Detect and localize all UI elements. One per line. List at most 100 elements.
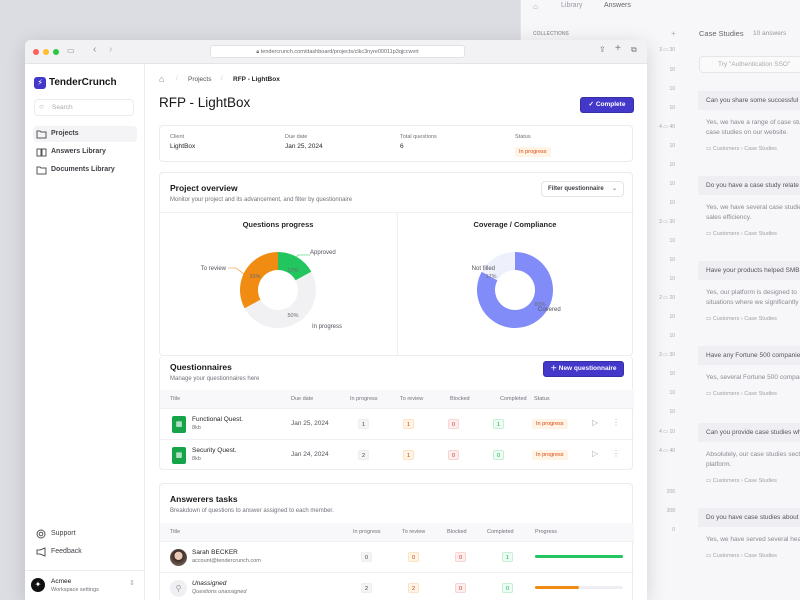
progress-fill xyxy=(535,555,623,558)
sidebar-item-documents-library[interactable]: Documents Library xyxy=(33,162,137,178)
to-review-count: 1 xyxy=(403,419,414,429)
to-review-count: 0 xyxy=(408,552,419,562)
nav-answers[interactable]: Answers xyxy=(604,2,631,9)
sidebar-toggle-icon[interactable]: ▭ xyxy=(67,46,75,55)
filter-questionnaire-dropdown[interactable]: Filter questionnaire ⌄ xyxy=(541,181,624,197)
answer-card[interactable]: Have any Fortune 500 companie Yes, severa… xyxy=(698,346,800,397)
collection-search-input[interactable]: Try "Authentication SSO" xyxy=(699,56,800,73)
sidebar-item-support[interactable]: Support xyxy=(33,526,137,542)
column-header[interactable]: Completed xyxy=(487,529,514,535)
questionnaire-name[interactable]: Security Quest. xyxy=(192,447,237,454)
forward-icon[interactable]: › xyxy=(109,44,113,55)
sidebar-item-answers-library[interactable]: Answers Library xyxy=(33,144,137,160)
questionnaire-name[interactable]: Functional Quest. xyxy=(192,416,243,423)
sidebar-item-projects[interactable]: Projects xyxy=(33,126,137,142)
column-header[interactable]: To review xyxy=(402,529,426,535)
column-header[interactable]: Title xyxy=(170,529,181,535)
collection-count: 4 ▭ 10 xyxy=(659,429,675,435)
donut-segment-approved[interactable] xyxy=(278,252,312,281)
collection-count: 2 ▭ 20 xyxy=(659,295,675,301)
column-header[interactable]: Due date xyxy=(291,396,314,402)
column-header[interactable]: Status xyxy=(534,396,550,402)
summary-field: Due date Jan 25, 2024 xyxy=(285,134,323,150)
column-header[interactable]: In progress xyxy=(353,529,381,535)
minimize-window-button[interactable] xyxy=(43,49,49,55)
answer-card[interactable]: Have your products helped SMB Yes, our pl… xyxy=(698,261,800,322)
share-icon[interactable]: ⇪ xyxy=(599,45,606,54)
breadcrumb-projects[interactable]: Projects xyxy=(188,76,212,83)
page-title: RFP - LightBox xyxy=(159,95,251,110)
column-header[interactable]: Title xyxy=(170,396,181,402)
close-window-button[interactable] xyxy=(33,49,39,55)
completed-count: 1 xyxy=(502,552,513,562)
play-icon[interactable]: ▷ xyxy=(592,418,599,427)
back-icon[interactable]: ‹ xyxy=(93,44,97,55)
donut-segment-not-filled[interactable] xyxy=(481,252,515,281)
status-badge: In progress xyxy=(532,419,568,429)
donut-segment-covered[interactable] xyxy=(477,252,553,328)
more-options-icon[interactable]: ⋮ xyxy=(612,449,620,458)
table-row[interactable]: ⚲ Unassigned Questions unassigned 2 2 0 0 xyxy=(160,572,634,600)
add-icon[interactable]: + xyxy=(671,29,676,38)
search-placeholder: Try "Authentication SSO" xyxy=(718,61,791,68)
overview-subtitle: Monitor your project and its advancement… xyxy=(170,197,353,203)
answer-question: Have any Fortune 500 companie xyxy=(698,346,800,365)
answer-question: Can you provide case studies wh xyxy=(698,423,800,442)
folder-icon: ▭ xyxy=(706,390,713,397)
workspace-settings-link[interactable]: Workspace settings xyxy=(51,587,99,593)
chevron-up-down-icon[interactable]: ⇕ xyxy=(129,580,135,587)
collection-count: 0 xyxy=(672,527,675,533)
folder-icon xyxy=(36,130,47,139)
member-name: Sarah BECKER xyxy=(192,549,238,556)
column-header[interactable]: Blocked xyxy=(450,396,470,402)
collection-count: 206 xyxy=(666,489,675,495)
answer-card[interactable]: Can you share some successful Yes, we hav… xyxy=(698,91,800,152)
answer-card[interactable]: Do you have a case study relate Yes, we h… xyxy=(698,176,800,237)
feedback-label: Feedback xyxy=(51,548,82,555)
new-tab-icon[interactable]: + xyxy=(615,43,621,54)
summary-value: Jan 25, 2024 xyxy=(285,143,323,150)
table-row[interactable]: ▦ Security Quest. 8kb Jan 24, 2024 2 1 0 0 In… xyxy=(160,439,634,470)
summary-field: Client LightBox xyxy=(170,134,195,150)
column-header[interactable]: Blocked xyxy=(447,529,467,535)
complete-button[interactable]: ✓ Complete xyxy=(580,97,634,113)
maximize-window-button[interactable] xyxy=(53,49,59,55)
nav-library[interactable]: Library xyxy=(561,2,583,9)
in-progress-count: 0 xyxy=(361,552,372,562)
address-bar[interactable]: 🔒︎ tendercrunch.com/dashboard/projects/c… xyxy=(210,45,465,58)
table-row[interactable]: ▦ Functional Quest. 8kb Jan 25, 2024 1 1 0 1… xyxy=(160,408,634,439)
answer-card[interactable]: Do you have case studies about Yes, we ha… xyxy=(698,508,800,559)
answer-card[interactable]: Can you provide case studies wh Absolutel… xyxy=(698,423,800,484)
sidebar-item-feedback[interactable]: Feedback xyxy=(33,544,137,560)
home-icon[interactable]: ⌂ xyxy=(533,2,538,11)
donut-segment-to-review[interactable] xyxy=(240,252,278,309)
play-icon[interactable]: ▷ xyxy=(592,449,599,458)
slice-value-label: 17% xyxy=(287,268,298,274)
leader-line-covered xyxy=(531,304,538,310)
sidebar-item-label: Documents Library xyxy=(51,166,115,173)
donut-segment-in-progress[interactable] xyxy=(244,271,316,328)
url-text: tendercrunch.com/dashboard/projects/clkc… xyxy=(260,49,419,55)
sidebar-search-input[interactable]: ○ Search xyxy=(34,99,134,116)
spreadsheet-icon: ▦ xyxy=(172,447,186,464)
workspace-name[interactable]: Acmee xyxy=(51,578,72,585)
answer-text: situations where we significantly xyxy=(706,298,799,306)
progress-fill xyxy=(535,586,579,589)
collection-title: Case Studies xyxy=(699,29,744,38)
home-icon[interactable]: ⌂ xyxy=(159,74,165,84)
tabs-overview-icon[interactable]: ⧉ xyxy=(631,45,637,54)
workspace-avatar[interactable]: ✦ xyxy=(31,578,45,592)
more-options-icon[interactable]: ⋮ xyxy=(612,418,620,427)
new-questionnaire-button[interactable]: ＋ New questionnaire xyxy=(543,361,624,377)
column-header[interactable]: In progress xyxy=(350,396,378,402)
leader-line-to-review xyxy=(228,267,245,275)
column-header[interactable]: Progress xyxy=(535,529,558,535)
column-header[interactable]: To review xyxy=(400,396,424,402)
collection-count: 10 xyxy=(669,105,675,111)
collection-count: 3 ▭ 30 xyxy=(659,352,675,358)
table-row[interactable]: Sarah BECKER account@tendercrunch.com 0 0 0… xyxy=(160,541,634,572)
table-header xyxy=(160,523,634,541)
blocked-count: 0 xyxy=(448,419,459,429)
folder-icon: ▭ xyxy=(706,230,713,237)
column-header[interactable]: Completed xyxy=(500,396,527,402)
